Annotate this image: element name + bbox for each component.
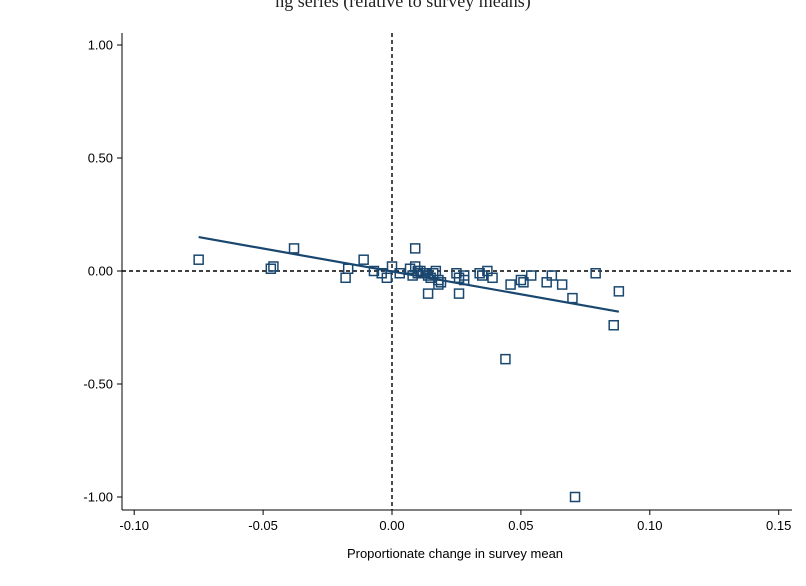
data-point <box>608 319 619 331</box>
data-point <box>567 292 578 304</box>
data-point <box>422 288 434 299</box>
data-point <box>265 263 277 274</box>
data-point <box>546 270 558 281</box>
data-point <box>342 263 354 274</box>
data-point <box>381 272 393 284</box>
data-point <box>500 353 511 365</box>
data-point <box>394 268 405 279</box>
x-tick-label: 0.00 <box>379 518 404 533</box>
data-point <box>556 279 568 290</box>
y-tick-label: 0.50 <box>88 151 113 166</box>
data-point <box>458 274 470 286</box>
chart-title-fragment: ng series (relative to survey means) <box>275 0 531 11</box>
data-point <box>453 288 465 299</box>
data-point <box>505 279 516 290</box>
data-point <box>193 254 204 265</box>
data-point <box>409 243 421 254</box>
data-point <box>518 277 529 288</box>
data-point <box>386 261 398 272</box>
x-tick-label: 0.05 <box>508 518 533 533</box>
data-point <box>368 265 380 277</box>
data-point <box>358 254 369 265</box>
x-tick-label: 0.10 <box>637 518 662 533</box>
reference-lines <box>122 33 792 510</box>
y-tick-label: 1.00 <box>88 38 113 53</box>
data-point <box>435 277 447 288</box>
data-point <box>340 272 351 284</box>
y-tick-label: -0.50 <box>83 377 113 392</box>
data-point <box>268 261 279 272</box>
data-point <box>515 274 527 286</box>
data-point <box>433 279 444 290</box>
y-tick-label: 0.00 <box>88 264 113 279</box>
data-point <box>569 491 581 503</box>
x-tick-label: -0.10 <box>119 518 149 533</box>
x-tick-label: -0.05 <box>248 518 278 533</box>
data-point <box>474 268 485 279</box>
data-point <box>613 286 625 297</box>
tick-labels: 1.00 0.50 0.00 -0.50 -1.00 -0.10 -0.05 0.00 0.05… <box>83 38 791 534</box>
data-point <box>487 272 498 284</box>
x-tick-label: 0.15 <box>766 518 791 533</box>
x-axis-title: Proportionate change in survey mean <box>347 546 563 561</box>
data-point <box>525 270 537 281</box>
data-point <box>288 243 300 254</box>
y-tick-label: -1.00 <box>83 490 113 505</box>
data-point <box>590 268 601 279</box>
data-points <box>193 243 625 503</box>
